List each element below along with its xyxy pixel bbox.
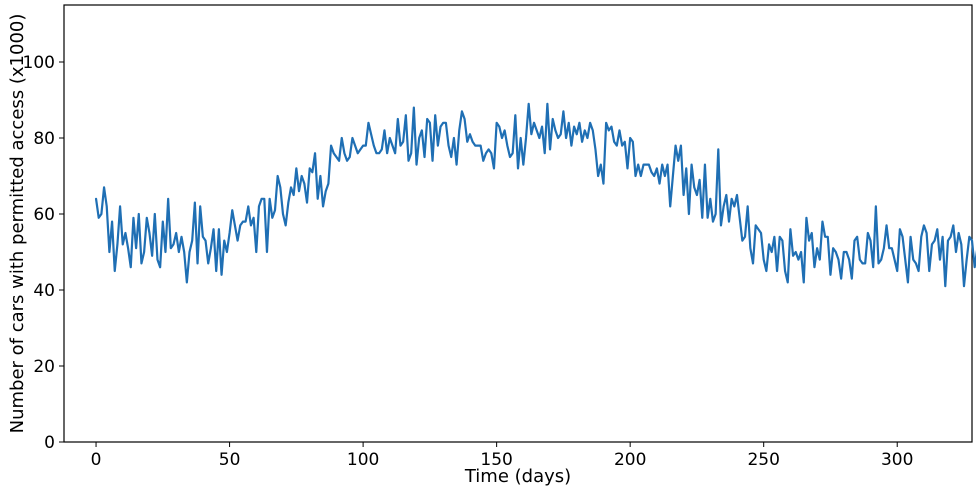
y-axis-label: Number of cars with permitted access (x1… — [7, 14, 28, 434]
series-line-0 — [94, 102, 976, 288]
x-tick-label: 50 — [219, 450, 241, 470]
x-tick-label: 100 — [347, 450, 379, 470]
y-axis: 0 20 40 60 80 100 — [23, 53, 64, 453]
y-tick-label: 0 — [44, 433, 55, 453]
y-tick-label: 80 — [33, 129, 55, 149]
series-layer — [94, 102, 976, 288]
x-tick-label: 0 — [91, 450, 102, 470]
x-tick-label: 250 — [747, 450, 779, 470]
x-axis: 0 50 100 150 200 250 300 — [91, 442, 913, 470]
plot-area — [63, 4, 973, 443]
x-tick-label: 300 — [881, 450, 913, 470]
y-tick-label: 40 — [33, 281, 55, 301]
x-tick-label: 150 — [480, 450, 512, 470]
y-tick-label: 20 — [33, 357, 55, 377]
y-tick-label: 100 — [23, 53, 55, 73]
x-tick-label: 200 — [614, 450, 646, 470]
y-tick-label: 60 — [33, 205, 55, 225]
x-axis-label: Time (days) — [464, 466, 571, 487]
plot-frame — [63, 4, 973, 443]
